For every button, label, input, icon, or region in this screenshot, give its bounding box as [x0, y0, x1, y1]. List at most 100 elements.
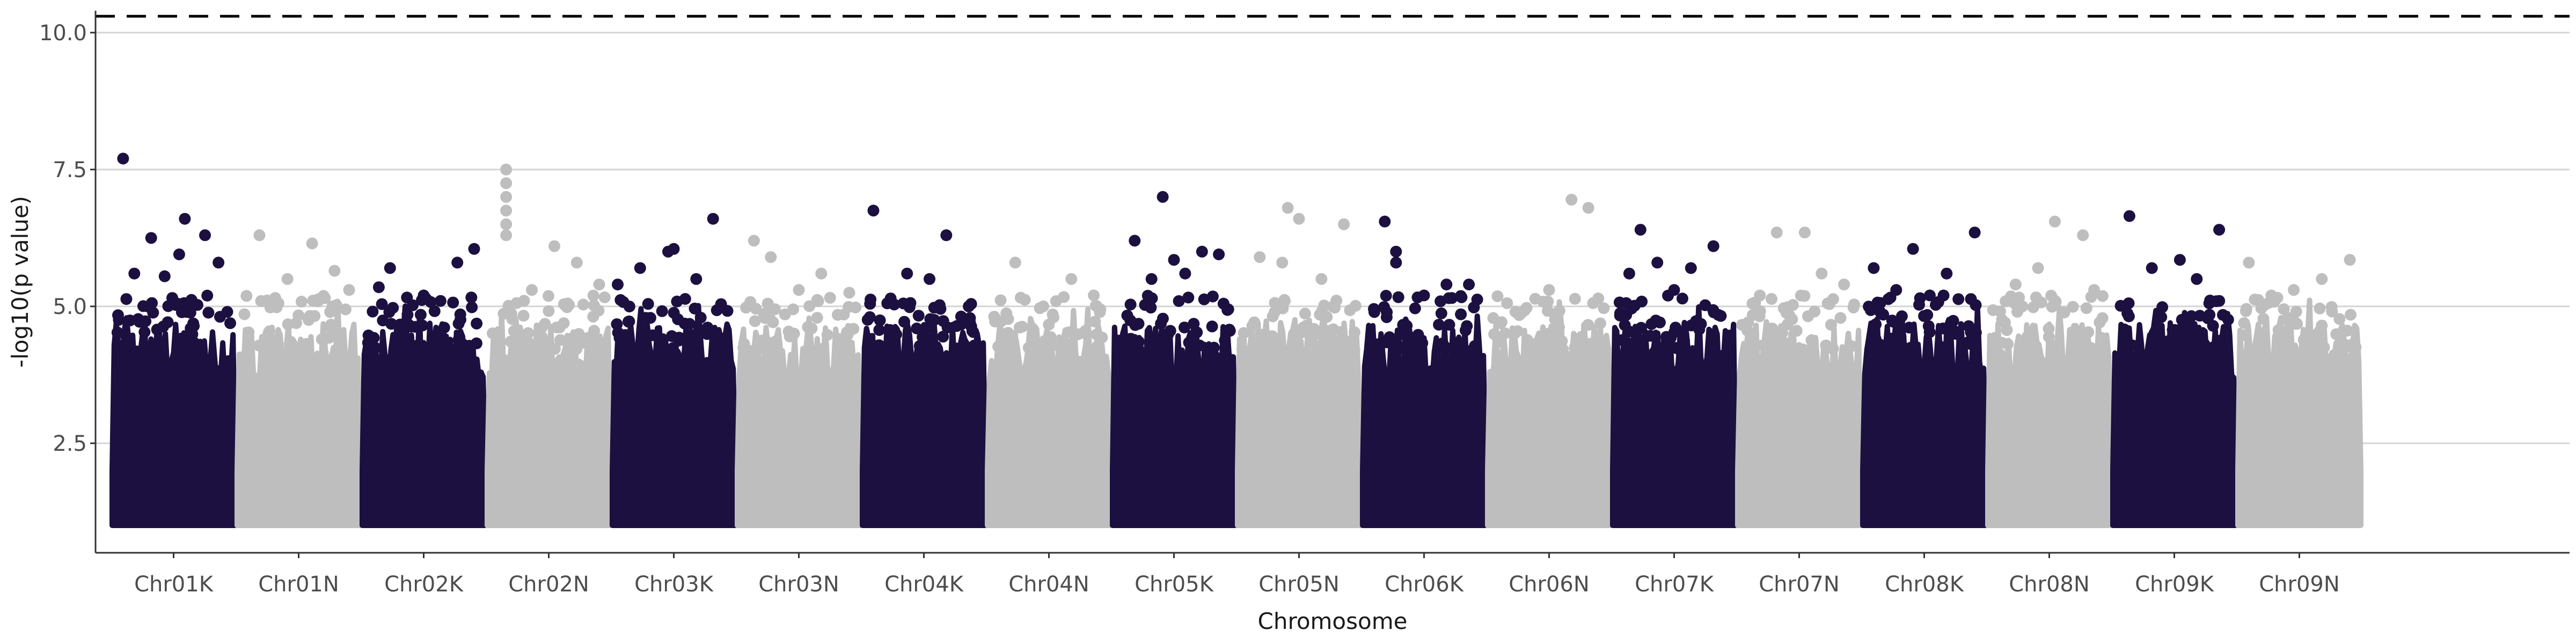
texture-point [151, 324, 163, 336]
texture-point [1708, 306, 1720, 318]
texture-point [2257, 312, 2270, 325]
texture-point [566, 332, 579, 344]
texture-point [1802, 310, 1814, 323]
texture-point [850, 301, 862, 313]
texture-point [941, 321, 954, 334]
texture-point [737, 342, 750, 354]
texture-point [2002, 338, 2014, 350]
data-point [843, 287, 855, 299]
data-point [179, 213, 191, 225]
texture-point [824, 291, 836, 304]
texture-point [873, 339, 885, 352]
data-point [128, 267, 141, 280]
texture-point [1695, 318, 1707, 330]
texture-point [1096, 331, 1108, 343]
texture-point [170, 299, 182, 311]
texture-point [757, 340, 769, 352]
chromosome-columns [109, 289, 2363, 528]
texture-point [803, 300, 816, 312]
data-point [2088, 284, 2101, 296]
texture-point [184, 306, 196, 319]
texture-point [1043, 318, 1055, 331]
chromosome-band-Chr04K [860, 321, 988, 528]
texture-point [2176, 313, 2188, 326]
texture-point [2069, 335, 2082, 347]
data-point [1418, 289, 1430, 302]
x-tick-label: Chr02K [384, 572, 464, 597]
texture-point [2184, 320, 2197, 333]
texture-point [1299, 308, 1311, 320]
texture-point [452, 334, 465, 346]
texture-point [712, 335, 724, 347]
texture-point [2345, 309, 2357, 321]
texture-point [2219, 334, 2231, 346]
chromosome-band-Chr08N [1985, 305, 2113, 528]
texture-point [508, 325, 520, 337]
x-tick-label: Chr03K [634, 572, 714, 597]
data-point [1088, 289, 1100, 302]
texture-point [188, 320, 200, 332]
data-point [1623, 267, 1635, 280]
data-point [2077, 229, 2089, 241]
texture-point [1398, 343, 1410, 355]
data-point [593, 279, 605, 291]
data-point [1798, 226, 1811, 239]
data-point [1582, 202, 1594, 214]
texture-point [553, 321, 566, 333]
data-point [1923, 289, 1936, 302]
texture-point [543, 305, 555, 317]
texture-point [1937, 323, 1949, 334]
texture-point [806, 322, 818, 334]
texture-point [2290, 305, 2302, 318]
data-point [117, 152, 129, 165]
texture-point [1145, 302, 1157, 314]
texture-point [1308, 323, 1320, 335]
texture-point [1685, 319, 1697, 332]
x-tick-label: Chr04K [884, 572, 964, 597]
texture-point [264, 301, 276, 313]
texture-point [1827, 342, 1839, 355]
data-point [1543, 284, 1555, 296]
texture-point [1950, 328, 1963, 340]
texture-point [888, 298, 901, 311]
texture-point [1650, 314, 1662, 327]
data-point [1838, 279, 1850, 291]
texture-point [1323, 325, 1335, 337]
texture-point [964, 312, 976, 324]
chromosome-band-Chr08K [1860, 304, 1988, 528]
texture-point [1520, 302, 1533, 314]
data-point [328, 265, 341, 277]
texture-point [1921, 309, 1934, 321]
data-point [145, 232, 157, 244]
data-point [468, 243, 480, 255]
texture-point [920, 322, 932, 334]
data-point [2316, 273, 2328, 285]
texture-point [913, 340, 926, 352]
texture-point [770, 335, 782, 347]
texture-point [1947, 314, 1959, 327]
texture-point [1644, 330, 1657, 342]
texture-point [1797, 343, 1809, 356]
texture-point [2050, 340, 2062, 352]
texture-point [1297, 326, 1309, 338]
data-point [612, 279, 624, 291]
data-point [500, 177, 513, 189]
texture-point [1311, 340, 1323, 352]
texture-point [2096, 290, 2109, 302]
data-point [548, 240, 560, 252]
texture-point [1368, 303, 1380, 315]
data-point [500, 204, 513, 217]
texture-point [623, 316, 634, 328]
texture-point [1594, 317, 1606, 330]
data-point [1509, 306, 1521, 318]
texture-point [2203, 297, 2215, 310]
texture-point [1827, 293, 1839, 305]
x-tick-label: Chr09N [2259, 572, 2340, 597]
texture-point [1905, 341, 1917, 354]
data-point [500, 218, 513, 230]
texture-point [672, 313, 684, 325]
texture-point [1542, 305, 1554, 317]
texture-point [1187, 338, 1199, 350]
data-point [2243, 257, 2255, 269]
texture-point [2207, 320, 2219, 332]
